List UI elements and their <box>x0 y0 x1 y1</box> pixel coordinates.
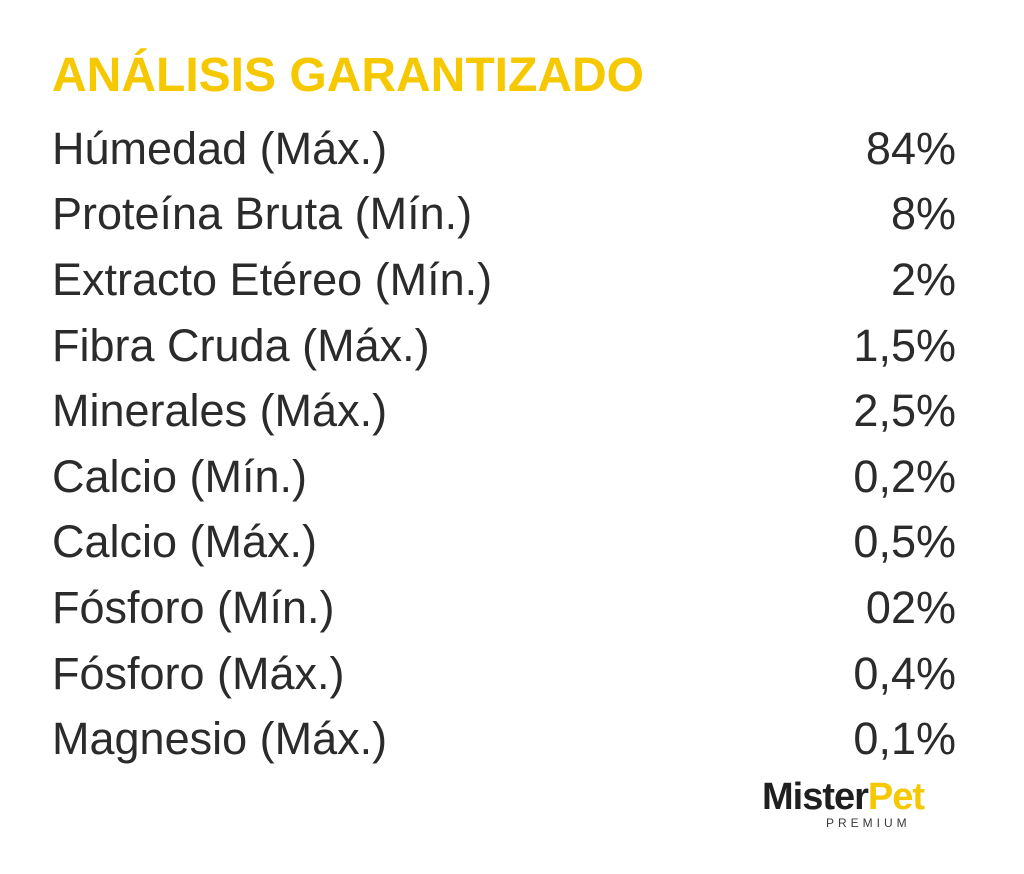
row-label: Proteína Bruta (Mín.) <box>52 188 473 240</box>
table-row: Calcio (Mín.) 0,2% <box>52 444 956 510</box>
row-label: Calcio (Mín.) <box>52 450 308 502</box>
section-title: ANÁLISIS GARANTIZADO <box>52 49 644 102</box>
row-value: 2,5% <box>853 385 956 437</box>
row-value: 0,4% <box>853 647 956 699</box>
table-row: Magnesio (Máx.) 0,1% <box>52 706 956 772</box>
row-value: 0,5% <box>853 516 956 568</box>
table-row: Proteína Bruta (Mín.) 8% <box>52 182 956 248</box>
analysis-table: Húmedad (Máx.) 84% Proteína Bruta (Mín.)… <box>52 116 956 772</box>
brand-wordmark: MisterPet <box>762 774 925 820</box>
row-value: 2% <box>890 253 956 305</box>
table-row: Húmedad (Máx.) 84% <box>52 116 956 182</box>
brand-logo: MisterPet PREMIUM <box>762 774 976 834</box>
brand-word-pet: Pet <box>867 776 925 818</box>
row-value: 84% <box>865 122 956 174</box>
table-row: Extracto Etéreo (Mín.) 2% <box>52 247 956 313</box>
brand-tagline: PREMIUM <box>826 816 911 830</box>
table-row: Fibra Cruda (Máx.) 1,5% <box>52 313 956 379</box>
row-value: 02% <box>865 581 956 633</box>
table-row: Fósforo (Mín.) 02% <box>52 575 956 641</box>
table-row: Fósforo (Máx.) 0,4% <box>52 641 956 707</box>
row-label: Fósforo (Máx.) <box>52 647 345 699</box>
row-label: Minerales (Máx.) <box>52 385 388 437</box>
row-value: 8% <box>890 188 956 240</box>
row-label: Fósforo (Mín.) <box>52 581 335 633</box>
table-row: Minerales (Máx.) 2,5% <box>52 378 956 444</box>
row-value: 1,5% <box>853 319 956 371</box>
row-label: Extracto Etéreo (Mín.) <box>52 253 493 305</box>
table-row: Calcio (Máx.) 0,5% <box>52 510 956 576</box>
row-label: Calcio (Máx.) <box>52 516 318 568</box>
row-label: Húmedad (Máx.) <box>52 122 388 174</box>
row-value: 0,2% <box>853 450 956 502</box>
row-label: Magnesio (Máx.) <box>52 713 388 765</box>
brand-word-mister: Mister <box>762 776 869 818</box>
row-label: Fibra Cruda (Máx.) <box>52 319 430 371</box>
row-value: 0,1% <box>853 713 956 765</box>
